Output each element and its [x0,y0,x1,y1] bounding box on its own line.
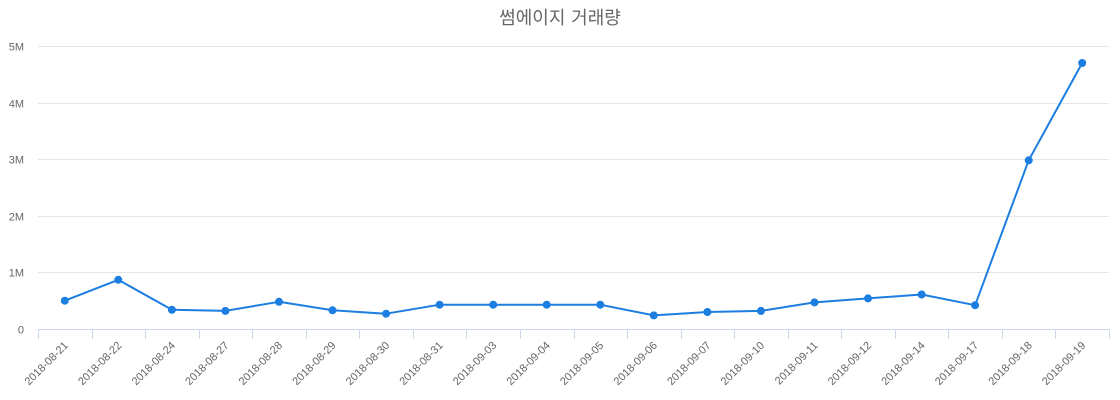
data-point-marker[interactable] [1024,156,1033,165]
series-line [64,62,1084,317]
data-point-marker[interactable] [328,306,337,315]
x-tick-label: 2018-08-24 [130,340,178,388]
data-point-marker[interactable] [703,308,712,316]
data-point-marker[interactable] [864,294,872,303]
data-point-marker[interactable] [489,300,498,309]
data-point-marker[interactable] [596,300,605,309]
x-tick-label: 2018-09-19 [1040,340,1088,388]
chart-title: 썸에이지 거래량 [499,8,621,29]
data-point-marker[interactable] [221,306,230,315]
y-tick-label: 3M [9,155,24,167]
data-point-marker[interactable] [756,306,765,315]
x-tick-label: 2018-08-21 [23,340,71,388]
x-tick-label: 2018-09-18 [987,340,1035,388]
x-tick-label: 2018-09-07 [665,340,713,388]
x-tick-label: 2018-08-22 [76,340,124,388]
x-tick-label: 2018-09-11 [773,340,821,388]
data-point-marker[interactable] [649,311,658,320]
y-tick-label: 1M [9,268,24,280]
x-tick-label: 2018-09-03 [451,340,499,388]
x-tick-label: 2018-08-28 [237,340,285,388]
data-point-marker[interactable] [971,301,980,310]
x-tick-label: 2018-09-14 [879,340,927,388]
data-point-marker[interactable] [1078,59,1087,67]
x-tick-label: 2018-09-17 [933,340,981,388]
data-point-marker[interactable] [114,275,123,284]
y-tick-label: 4M [9,99,24,111]
data-point-marker[interactable] [435,300,444,309]
data-point-marker[interactable] [60,296,69,305]
x-tick-label: 2018-09-04 [505,340,553,388]
x-axis: 2018-08-21 2018-08-22 2018-08-24 2018-08-27… [23,329,1110,388]
x-tick-label: 2018-08-31 [397,340,445,388]
x-tick-label: 2018-08-27 [183,340,231,388]
data-point-marker[interactable] [382,309,391,318]
x-tick-label: 2018-09-12 [826,340,874,388]
data-point-marker[interactable] [167,305,176,314]
y-tick-label: 2M [9,212,24,224]
data-point-marker[interactable] [275,297,283,306]
x-tick-label: 2018-08-29 [290,340,338,388]
x-tick-label: 2018-09-10 [719,340,767,388]
x-tick-label: 2018-09-05 [558,340,606,388]
data-point-marker[interactable] [917,290,926,299]
data-series [60,59,1087,320]
x-tick-label: 2018-08-30 [344,340,392,388]
grid-lines [38,46,1109,273]
x-tick-label: 2018-09-06 [612,340,660,388]
y-tick-label: 0 [18,325,24,337]
y-axis: 0 1M 2M 3M 4M 5M [9,42,24,337]
data-point-marker[interactable] [810,298,819,307]
data-point-marker[interactable] [542,300,551,309]
y-tick-label: 5M [9,42,24,54]
